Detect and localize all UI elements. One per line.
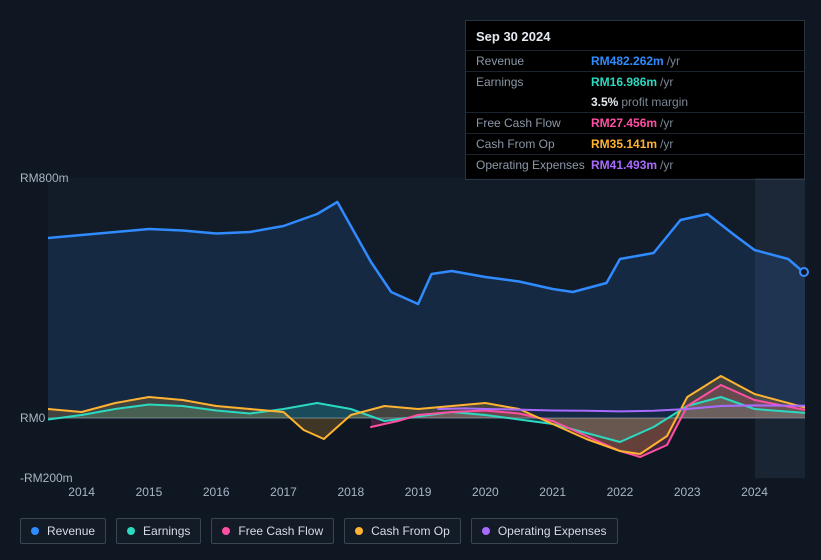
x-axis-label: 2024 bbox=[741, 485, 768, 499]
x-axis-label: 2021 bbox=[539, 485, 566, 499]
legend-label: Cash From Op bbox=[371, 524, 450, 538]
tooltip-value: 3.5%profit margin bbox=[591, 95, 794, 109]
x-axis-label: 2015 bbox=[136, 485, 163, 499]
legend-label: Earnings bbox=[143, 524, 190, 538]
x-axis-label: 2019 bbox=[405, 485, 432, 499]
x-axis-label: 2017 bbox=[270, 485, 297, 499]
x-axis-label: 2023 bbox=[674, 485, 701, 499]
legend-item[interactable]: Cash From Op bbox=[344, 518, 461, 544]
chart-legend: Revenue Earnings Free Cash Flow Cash From O… bbox=[20, 518, 618, 544]
tooltip-label: Revenue bbox=[476, 54, 591, 68]
tooltip-row: Cash From OpRM35.141m/yr bbox=[466, 133, 804, 154]
legend-item[interactable]: Revenue bbox=[20, 518, 106, 544]
chart-tooltip: Sep 30 2024 RevenueRM482.262m/yrEarnings… bbox=[465, 20, 805, 180]
legend-dot-icon bbox=[127, 527, 135, 535]
legend-label: Free Cash Flow bbox=[238, 524, 323, 538]
legend-item[interactable]: Operating Expenses bbox=[471, 518, 618, 544]
tooltip-row: Free Cash FlowRM27.456m/yr bbox=[466, 112, 804, 133]
tooltip-label bbox=[476, 95, 591, 109]
tooltip-row: RevenueRM482.262m/yr bbox=[466, 50, 804, 71]
tooltip-date: Sep 30 2024 bbox=[466, 27, 804, 50]
x-axis-label: 2018 bbox=[337, 485, 364, 499]
legend-dot-icon bbox=[222, 527, 230, 535]
tooltip-value: RM482.262m/yr bbox=[591, 54, 794, 68]
tooltip-value: RM41.493m/yr bbox=[591, 158, 794, 172]
y-axis-label: RM0 bbox=[20, 411, 45, 425]
legend-label: Revenue bbox=[47, 524, 95, 538]
legend-dot-icon bbox=[31, 527, 39, 535]
legend-label: Operating Expenses bbox=[498, 524, 607, 538]
tooltip-value: RM16.986m/yr bbox=[591, 75, 794, 89]
x-axis-label: 2016 bbox=[203, 485, 230, 499]
tooltip-row: EarningsRM16.986m/yr bbox=[466, 71, 804, 92]
tooltip-label: Operating Expenses bbox=[476, 158, 591, 172]
x-axis-label: 2020 bbox=[472, 485, 499, 499]
tooltip-label: Earnings bbox=[476, 75, 591, 89]
legend-dot-icon bbox=[482, 527, 490, 535]
x-axis-label: 2022 bbox=[607, 485, 634, 499]
tooltip-row: Operating ExpensesRM41.493m/yr bbox=[466, 154, 804, 175]
financials-line-chart bbox=[48, 178, 805, 478]
legend-dot-icon bbox=[355, 527, 363, 535]
legend-item[interactable]: Free Cash Flow bbox=[211, 518, 334, 544]
tooltip-label: Cash From Op bbox=[476, 137, 591, 151]
tooltip-value: RM35.141m/yr bbox=[591, 137, 794, 151]
tooltip-value: RM27.456m/yr bbox=[591, 116, 794, 130]
chart-cursor-dot bbox=[799, 267, 809, 277]
x-axis-label: 2014 bbox=[68, 485, 95, 499]
tooltip-label: Free Cash Flow bbox=[476, 116, 591, 130]
tooltip-row: 3.5%profit margin bbox=[466, 92, 804, 112]
legend-item[interactable]: Earnings bbox=[116, 518, 201, 544]
